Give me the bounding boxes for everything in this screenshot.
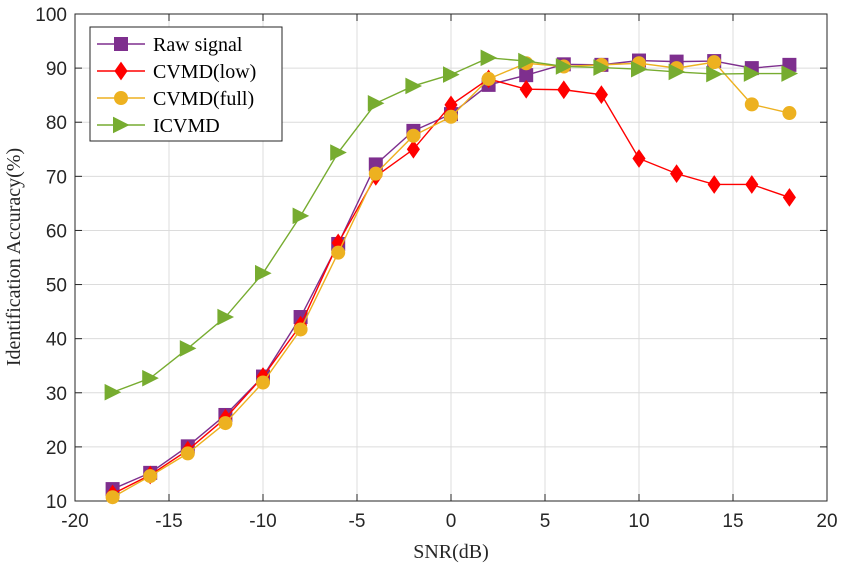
data-point bbox=[782, 106, 797, 121]
x-tick-label: 10 bbox=[628, 511, 649, 532]
legend-item: CVMD(low) bbox=[97, 61, 256, 83]
data-point bbox=[104, 383, 122, 401]
legend-marker bbox=[113, 116, 130, 134]
data-point bbox=[293, 322, 308, 337]
data-point bbox=[331, 245, 346, 260]
legend-label: ICVMD bbox=[153, 115, 220, 137]
data-point bbox=[743, 65, 761, 82]
data-point bbox=[330, 144, 347, 161]
data-point bbox=[480, 49, 498, 67]
data-point bbox=[292, 207, 310, 225]
tick-labels: -20 -15 -10 -5 0 5 10 15 20 10 20 30 40 50 60 70 80 90 100 bbox=[35, 5, 837, 532]
data-point bbox=[707, 175, 721, 194]
data-point bbox=[519, 79, 533, 99]
data-point bbox=[707, 55, 722, 70]
data-point bbox=[593, 59, 611, 76]
data-point bbox=[744, 97, 759, 112]
y-tick-label: 50 bbox=[46, 276, 67, 297]
x-tick-label: -20 bbox=[61, 511, 88, 532]
data-point bbox=[557, 80, 571, 100]
data-point bbox=[670, 164, 684, 183]
data-point bbox=[142, 369, 159, 387]
data-point bbox=[217, 308, 235, 326]
data-point bbox=[706, 65, 723, 83]
data-point bbox=[519, 68, 534, 83]
legend-label: Raw signal bbox=[153, 34, 243, 56]
y-tick-label: 30 bbox=[46, 384, 67, 405]
y-tick-label: 20 bbox=[46, 438, 67, 459]
data-point bbox=[105, 490, 120, 505]
data-point bbox=[255, 264, 272, 282]
data-point bbox=[405, 77, 423, 95]
legend-label: CVMD(full) bbox=[153, 88, 254, 110]
x-tick-label: 20 bbox=[816, 511, 837, 532]
y-tick-label: 10 bbox=[46, 492, 67, 513]
data-point bbox=[782, 188, 796, 207]
legend-item: ICVMD bbox=[97, 115, 220, 137]
axes bbox=[74, 13, 828, 502]
data-point bbox=[518, 52, 535, 70]
data-point bbox=[443, 66, 460, 83]
legend-item: CVMD(full) bbox=[97, 88, 254, 110]
data-point bbox=[406, 128, 421, 143]
y-axis-label: Identification Accuracy(%) bbox=[3, 148, 25, 366]
y-tick-label: 40 bbox=[46, 330, 67, 351]
data-point bbox=[594, 85, 608, 104]
y-tick-label: 70 bbox=[46, 167, 67, 188]
legend-item: Raw signal bbox=[97, 34, 243, 56]
x-tick-label: 15 bbox=[722, 511, 743, 532]
legend-label: CVMD(low) bbox=[153, 61, 256, 83]
x-axis-label: SNR(dB) bbox=[413, 541, 489, 563]
legend: Raw signal CVMD(low) CVMD(full) ICVMD bbox=[89, 26, 283, 142]
data-point bbox=[368, 166, 383, 181]
data-point bbox=[367, 94, 385, 112]
x-tick-label: 0 bbox=[446, 511, 457, 532]
legend-marker bbox=[114, 37, 128, 51]
data-point bbox=[745, 175, 759, 194]
x-tick-label: -15 bbox=[155, 511, 182, 532]
legend-marker bbox=[114, 61, 128, 81]
data-point bbox=[632, 149, 646, 168]
data-point bbox=[481, 71, 496, 86]
data-point bbox=[180, 446, 195, 461]
data-point bbox=[631, 60, 648, 78]
x-tick-label: -10 bbox=[249, 511, 276, 532]
data-point bbox=[668, 63, 686, 81]
y-tick-label: 80 bbox=[46, 113, 67, 134]
data-point bbox=[406, 139, 420, 159]
data-point bbox=[555, 58, 573, 75]
data-point bbox=[218, 416, 233, 431]
data-point bbox=[444, 109, 458, 124]
data-point bbox=[256, 375, 270, 390]
legend-marker bbox=[114, 91, 128, 105]
y-tick-label: 60 bbox=[46, 221, 67, 242]
series-layer bbox=[104, 49, 799, 505]
x-tick-label: 5 bbox=[540, 511, 551, 532]
y-tick-label: 100 bbox=[35, 5, 67, 26]
data-point bbox=[143, 469, 158, 484]
data-point bbox=[781, 65, 799, 82]
data-point bbox=[179, 340, 197, 357]
x-tick-label: -5 bbox=[349, 511, 366, 532]
y-tick-label: 90 bbox=[46, 59, 67, 80]
series-icvmd bbox=[104, 49, 799, 401]
